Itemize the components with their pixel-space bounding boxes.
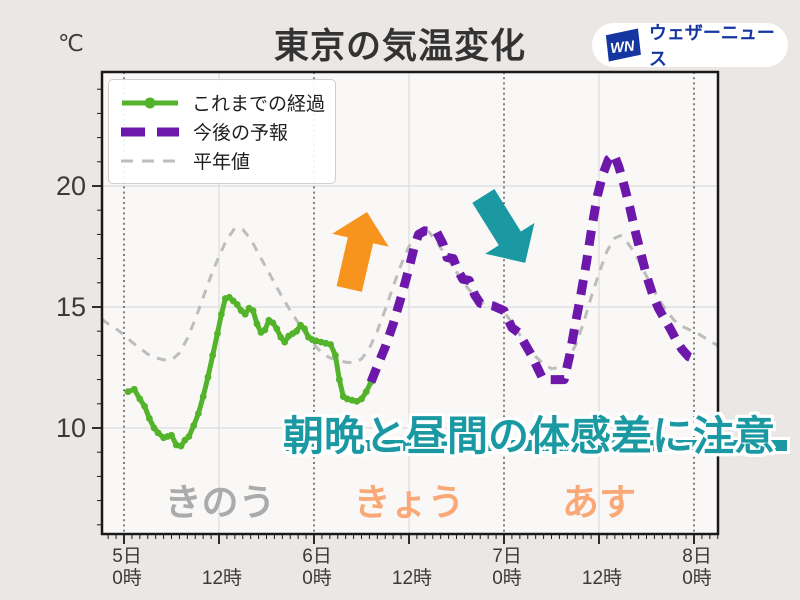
legend: これまでの経過 今後の予報 平年値 <box>108 79 336 184</box>
series-lines <box>102 150 718 450</box>
day-label-tomorrow: あす <box>562 482 636 523</box>
legend-label-normal: 平年値 <box>193 152 251 173</box>
svg-text:0時: 0時 <box>302 567 332 589</box>
annotation-underline <box>286 440 787 451</box>
svg-text:8日: 8日 <box>682 546 712 567</box>
weathernews-logo-mark-icon: WN <box>605 28 641 62</box>
day-label-yesterday: きのう <box>164 482 276 523</box>
legend-item-observed: これまでの経過 <box>119 88 325 117</box>
svg-text:7日: 7日 <box>492 546 522 567</box>
svg-text:12時: 12時 <box>392 567 432 589</box>
legend-label-forecast: 今後の予報 <box>193 123 289 144</box>
page-title: 東京の気温変化 <box>273 27 526 66</box>
legend-item-forecast: 今後の予報 <box>119 117 325 146</box>
legend-item-normal: 平年値 <box>119 146 325 175</box>
svg-text:5日: 5日 <box>112 546 142 567</box>
svg-text:0時: 0時 <box>112 567 142 589</box>
annotation-caution-text: 朝晩と昼間の体感差に注意 <box>283 413 775 459</box>
legend-label-observed: これまでの経過 <box>191 94 325 115</box>
logo-name: ウェザーニュース <box>648 23 775 69</box>
weathernews-logo: WN ウェザーニュース <box>592 23 788 69</box>
normal-line-swatch-icon <box>121 159 179 162</box>
svg-text:15: 15 <box>56 292 86 322</box>
svg-text:12時: 12時 <box>202 567 242 589</box>
forecast-line-swatch-icon <box>121 127 179 136</box>
plot-border <box>100 70 720 536</box>
svg-text:0時: 0時 <box>492 567 522 589</box>
svg-text:10: 10 <box>56 413 86 443</box>
svg-text:12時: 12時 <box>582 567 622 589</box>
observed-line-swatch-icon <box>122 97 178 108</box>
day-label-today: きょう <box>353 482 465 523</box>
svg-text:6日: 6日 <box>302 546 332 567</box>
svg-text:0時: 0時 <box>682 567 712 589</box>
series-forecast <box>366 150 696 385</box>
y-axis-unit-label: ℃ <box>58 30 84 56</box>
svg-text:20: 20 <box>56 171 86 201</box>
logo-mark-text: WN <box>609 38 636 57</box>
